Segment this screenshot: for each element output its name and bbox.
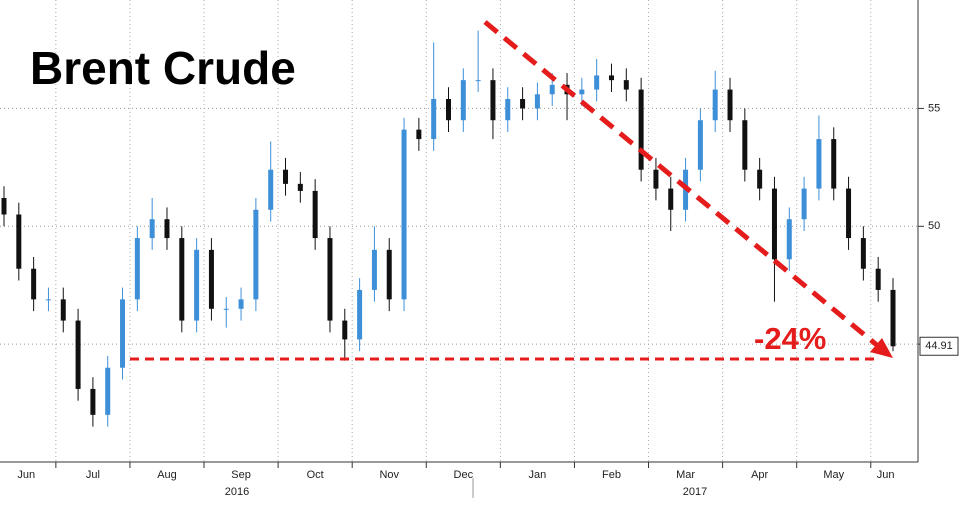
candle-body	[194, 249, 200, 321]
candle-body	[90, 388, 96, 415]
candle-body	[801, 188, 807, 220]
candle-body	[208, 249, 214, 309]
candle-body	[712, 89, 718, 121]
last-value-label: 44.91	[925, 340, 953, 352]
candle-body	[446, 99, 451, 121]
candle-body	[875, 268, 881, 290]
x-tick-label: Jul	[86, 469, 100, 481]
candle-body	[771, 188, 777, 260]
candle-body	[623, 80, 629, 90]
y-tick-label: 55	[928, 102, 940, 114]
candle-body	[342, 320, 348, 340]
candle-body	[134, 238, 140, 300]
candle-body	[401, 129, 407, 300]
x-tick-label: Oct	[307, 469, 324, 481]
candle-body	[786, 219, 792, 260]
candle-body	[460, 80, 466, 121]
candle-body	[653, 169, 659, 189]
candle-body	[594, 75, 600, 90]
annotation: -24%	[754, 321, 826, 356]
candle-body	[357, 289, 363, 340]
candle-body	[327, 238, 333, 321]
x-tick-label: Jan	[529, 469, 547, 481]
candle-body	[860, 238, 866, 269]
candle-body	[283, 169, 289, 184]
trend-arrow	[483, 20, 880, 348]
x-tick-label: Feb	[602, 469, 621, 481]
candle-body	[386, 249, 392, 300]
x-tick-label: Nov	[379, 469, 399, 481]
candle-body	[890, 289, 896, 347]
candle-body	[505, 99, 511, 121]
candle-body	[75, 320, 81, 389]
candle-body	[416, 129, 422, 140]
candle-body	[475, 80, 481, 82]
candle-body	[742, 120, 748, 170]
candle-body	[431, 99, 437, 140]
candle-body	[179, 238, 185, 321]
candle-body	[757, 169, 763, 189]
candle-body	[846, 188, 852, 239]
candle-body	[1, 198, 7, 215]
candle-body	[149, 219, 155, 239]
candle-body	[105, 367, 111, 415]
candle-body	[31, 268, 37, 300]
axis-labels: 455055JunJulAugSepOctNovDecJanFebMarAprM…	[17, 102, 959, 481]
candle-body	[668, 188, 674, 210]
candle-body	[253, 209, 259, 300]
x-tick-label: Dec	[454, 469, 474, 481]
candle-body	[238, 299, 244, 309]
arrow-head	[870, 338, 893, 358]
x-tick-label: May	[823, 469, 844, 481]
candle-body	[549, 84, 555, 95]
candle-body	[520, 99, 526, 109]
x-tick-label: Apr	[751, 469, 768, 481]
candle-body	[638, 89, 644, 170]
x-tick-label: Mar	[676, 469, 695, 481]
x-tick-label: Sep	[231, 469, 251, 481]
candle-body	[727, 89, 733, 121]
candle-body	[268, 169, 274, 210]
candle-body	[60, 299, 66, 321]
candle-body	[120, 299, 126, 368]
candle-body	[816, 139, 822, 189]
candle-body	[297, 183, 303, 191]
year-label: 2016	[225, 486, 249, 498]
x-tick-label: Aug	[157, 469, 177, 481]
candle-body	[534, 94, 540, 109]
candle-body	[579, 89, 585, 95]
candle-body	[490, 80, 496, 121]
candle-body	[164, 219, 170, 239]
candle-body	[697, 120, 703, 170]
year-label: 2017	[683, 486, 707, 498]
candles	[1, 30, 896, 427]
chart-title: Brent Crude	[30, 42, 296, 94]
candle-body	[16, 214, 22, 269]
last-value-box	[919, 336, 959, 356]
y-tick-label: 50	[928, 220, 940, 232]
candle-body	[45, 299, 51, 301]
candle-body	[223, 308, 229, 310]
grid	[0, 0, 918, 462]
x-tick-label: Jun	[877, 469, 895, 481]
x-tick-label: Jun	[17, 469, 35, 481]
candle-body	[831, 139, 837, 189]
candle-body	[371, 249, 377, 290]
candle-body	[608, 75, 614, 81]
candle-body	[312, 190, 318, 239]
